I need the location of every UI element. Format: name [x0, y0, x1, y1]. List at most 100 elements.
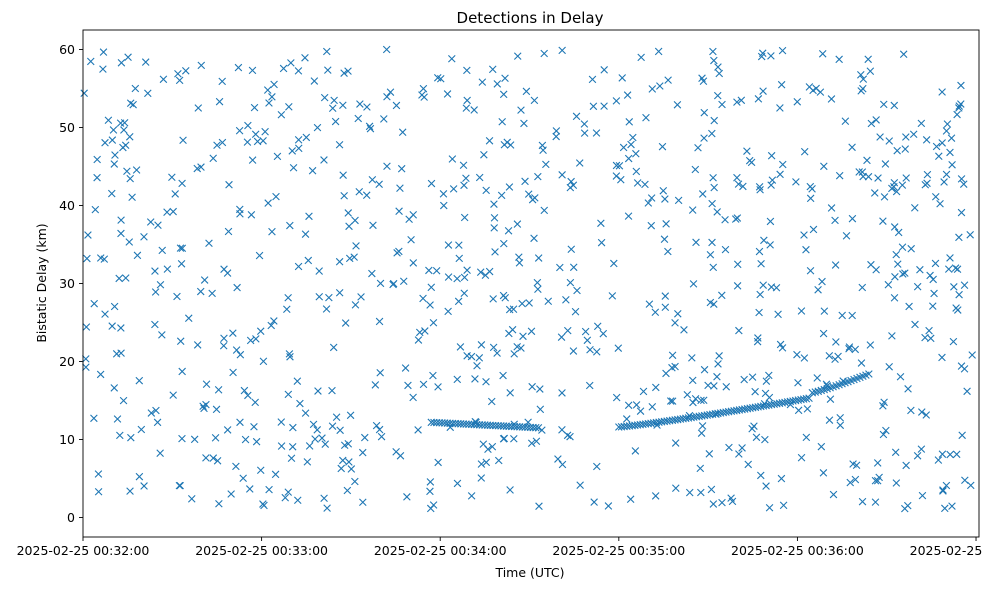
clutter-point [866, 341, 875, 349]
clutter-point [426, 478, 435, 486]
clutter-point [950, 283, 958, 291]
clutter-point [339, 456, 347, 465]
clutter-point [501, 74, 509, 83]
clutter-point [955, 290, 963, 299]
clutter-point [251, 398, 259, 407]
clutter-point [510, 434, 518, 443]
clutter-point [637, 53, 645, 62]
clutter-point [857, 71, 865, 79]
clutter-point [455, 241, 463, 249]
clutter-point [163, 265, 172, 273]
clutter-point [656, 82, 664, 90]
clutter-point [558, 389, 566, 397]
clutter-point [767, 181, 775, 189]
clutter-point [905, 302, 913, 311]
clutter-point [674, 309, 682, 318]
clutter-point [825, 352, 834, 360]
clutter-point [776, 104, 784, 112]
clutter-point [93, 155, 101, 164]
clutter-point [396, 451, 405, 460]
clutter-point [680, 326, 688, 334]
clutter-point [375, 317, 384, 326]
clutter-point [765, 503, 774, 512]
clutter-point [626, 495, 635, 503]
clutter-point [793, 97, 802, 106]
clutter-point [757, 259, 765, 268]
clutter-point [735, 326, 743, 335]
clutter-point [600, 102, 608, 110]
clutter-point [875, 473, 883, 482]
clutter-point [953, 110, 961, 119]
clutter-point [534, 285, 542, 293]
clutter-point [135, 472, 144, 481]
clutter-point [938, 353, 946, 362]
clutter-point [593, 322, 602, 331]
clutter-point [270, 80, 278, 89]
clutter-point [500, 140, 509, 149]
clutter-point [940, 178, 948, 186]
clutter-point [923, 179, 931, 188]
clutter-point [477, 341, 486, 349]
clutter-point [556, 263, 564, 272]
clutter-point [482, 186, 490, 195]
clutter-point [759, 281, 767, 289]
clutter-point [528, 195, 537, 204]
clutter-point [943, 120, 952, 128]
clutter-point [354, 114, 363, 123]
clutter-point [284, 293, 292, 302]
clutter-point [874, 174, 882, 182]
clutter-point [499, 371, 507, 380]
clutter-point [332, 413, 341, 421]
clutter-point [109, 126, 118, 134]
clutter-point [580, 120, 589, 128]
clutter-point [80, 89, 88, 98]
clutter-point [288, 147, 297, 155]
clutter-point [576, 481, 584, 489]
clutter-point [666, 397, 675, 405]
clutter-point [140, 482, 148, 490]
clutter-point [708, 199, 716, 208]
clutter-point [321, 440, 330, 448]
clutter-point [733, 98, 741, 106]
clutter-point [401, 364, 410, 372]
clutter-point [734, 180, 743, 188]
clutter-point [902, 461, 910, 470]
clutter-point [892, 479, 901, 487]
clutter-point [419, 294, 427, 303]
clutter-point [320, 156, 328, 164]
clutter-point [90, 414, 98, 423]
clutter-point [444, 273, 453, 281]
clutter-point [460, 213, 469, 222]
clutter-point [566, 278, 575, 287]
clutter-point [505, 183, 514, 191]
clutter-point [922, 136, 931, 144]
clutter-point [892, 187, 901, 196]
clutter-point [648, 85, 657, 93]
clutter-point [612, 97, 621, 105]
clutter-point [713, 208, 721, 216]
clutter-point [633, 179, 642, 187]
clutter-point [700, 365, 709, 374]
clutter-point [426, 301, 434, 309]
clutter-point [938, 450, 947, 458]
clutter-point [418, 91, 426, 99]
clutter-point [727, 494, 735, 502]
clutter-point [246, 336, 255, 345]
clutter-point [215, 499, 223, 508]
clutter-point [754, 95, 763, 103]
clutter-point [429, 318, 438, 327]
y-tick-label: 10 [59, 432, 75, 447]
clutter-point [721, 215, 729, 224]
x-tick-label: 2025-02-25 00:34:00 [374, 543, 507, 558]
clutter-point [363, 103, 371, 111]
clutter-point [197, 163, 205, 171]
clutter-point [618, 74, 627, 82]
clutter-point [501, 293, 510, 302]
clutter-point [697, 396, 705, 405]
clutter-point [153, 418, 162, 427]
clutter-point [126, 174, 134, 183]
clutter-point [778, 160, 787, 169]
clutter-point [739, 182, 747, 191]
clutter-point [931, 259, 940, 268]
clutter-point [100, 255, 109, 263]
